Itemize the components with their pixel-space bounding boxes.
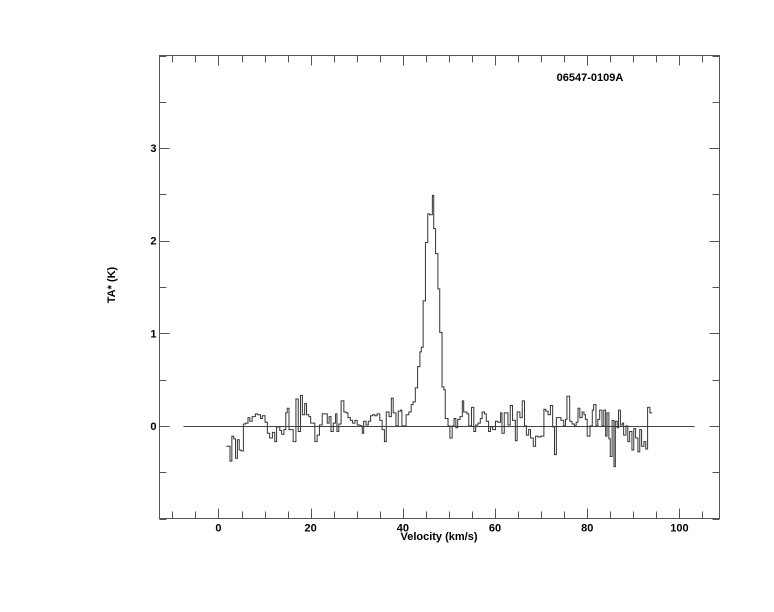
y-tick-label: 1 [150, 328, 156, 340]
tick-labels: 0 20 40 60 80 100 0 1 2 3 [150, 143, 688, 534]
x-tick-label: 100 [670, 523, 688, 535]
x-axis-label: Velocity (km/s) [400, 531, 477, 543]
y-tick-label: 2 [150, 236, 156, 248]
x-tick-label: 0 [215, 523, 221, 535]
y-axis-label: TA* (K) [106, 266, 118, 303]
axis-ticks [159, 55, 720, 520]
x-tick-label: 60 [489, 523, 501, 535]
x-tick-label: 20 [305, 523, 317, 535]
x-tick-label: 40 [397, 523, 409, 535]
y-tick-label: 3 [150, 143, 156, 155]
x-tick-label: 80 [581, 523, 593, 535]
spectrum-trace [226, 194, 653, 468]
y-tick-label: 0 [150, 421, 156, 433]
chart-title: 06547-0109A [557, 72, 624, 84]
